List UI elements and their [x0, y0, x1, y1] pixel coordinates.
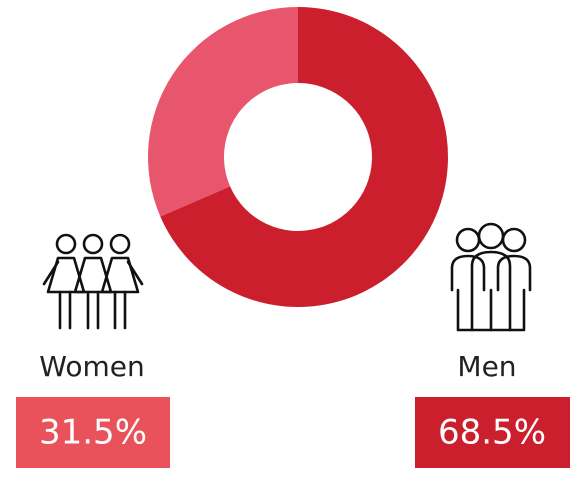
men-icon — [450, 222, 532, 332]
donut-slice — [160, 7, 449, 307]
women-icon — [42, 233, 144, 330]
category-label: Men — [457, 350, 516, 383]
value-label: 31.5% — [39, 413, 147, 453]
category-label: Women — [39, 350, 144, 383]
donut-slice — [148, 7, 298, 217]
value-box — [415, 397, 570, 468]
value-box — [16, 397, 170, 468]
value-label: 68.5% — [438, 413, 546, 453]
donut — [148, 7, 449, 307]
